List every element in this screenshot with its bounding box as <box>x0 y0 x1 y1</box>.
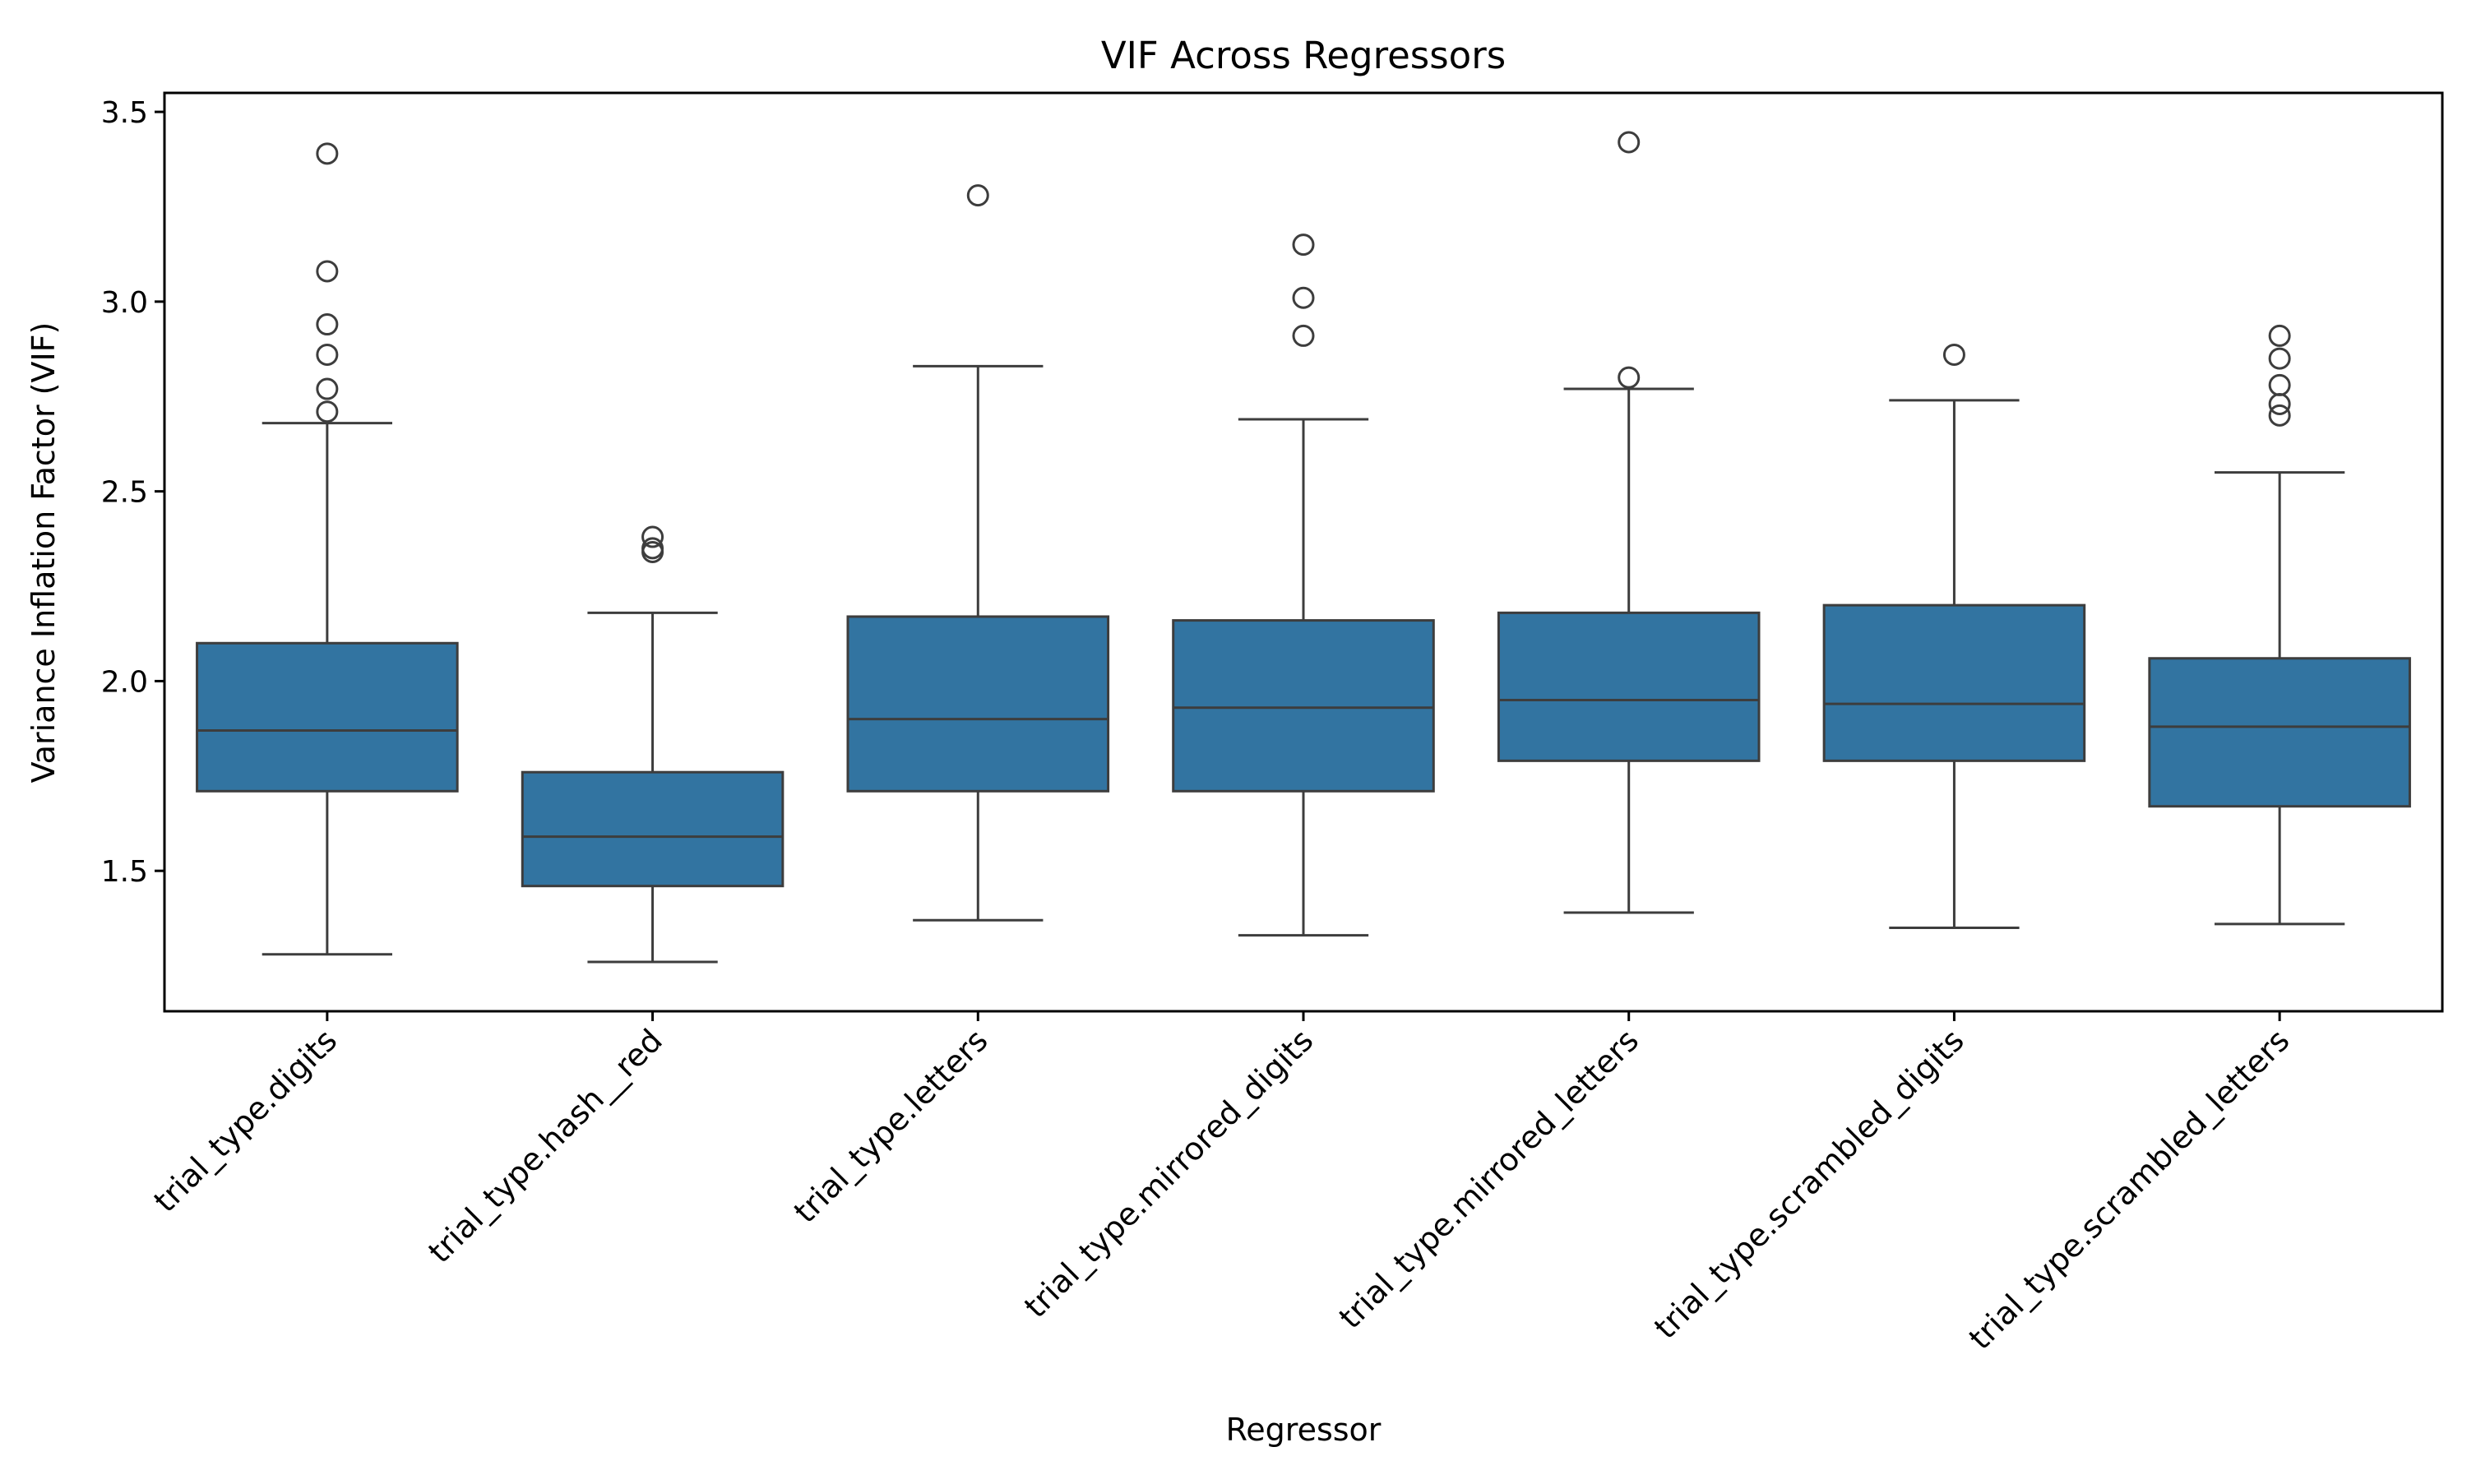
x-tick-label: trial_type.scrambled_digits <box>1647 1022 1971 1346</box>
outlier-point <box>316 400 339 423</box>
outlier-point <box>316 343 339 366</box>
outlier-point <box>966 184 989 207</box>
plot-area: 1.5 2.0 2.5 3.0 3.5 trial_type.digits trial_ty… <box>101 91 2444 1357</box>
box-iqr <box>1172 619 1435 793</box>
outlier-point <box>2268 347 2291 370</box>
box-iqr <box>2148 657 2411 808</box>
box-iqr <box>196 641 459 793</box>
outlier-point <box>2268 373 2291 396</box>
outlier-point <box>2268 324 2291 347</box>
x-tick-label: trial_type.digits <box>147 1022 345 1219</box>
y-tick-label: 2.5 <box>101 476 148 510</box>
chart-title: VIF Across Regressors <box>1101 34 1506 77</box>
box-iqr <box>846 615 1110 793</box>
outlier-point <box>1292 324 1315 347</box>
y-tick-label: 3.0 <box>101 286 148 320</box>
outlier-point <box>1618 131 1641 154</box>
x-tick-label: trial_type.mirrored_letters <box>1332 1022 1645 1335</box>
y-tick-label: 3.5 <box>101 96 148 130</box>
outlier-point <box>2268 404 2291 427</box>
outlier-point <box>316 377 339 400</box>
outlier-point <box>641 525 664 548</box>
outlier-point <box>316 260 339 283</box>
outlier-point <box>1942 343 1965 366</box>
y-tick-label: 2.0 <box>101 665 148 699</box>
outlier-point <box>1292 233 1315 257</box>
outlier-point <box>316 142 339 165</box>
x-tick-label: trial_type.mirrored_digits <box>1017 1022 1320 1325</box>
x-axis-label: Regressor <box>1226 1412 1382 1448</box>
x-tick-label: trial_type.hash__red <box>421 1022 669 1270</box>
x-tick-label: trial_type.letters <box>787 1022 995 1230</box>
box-iqr <box>521 770 785 888</box>
outlier-point <box>1618 366 1641 389</box>
outlier-point <box>316 313 339 336</box>
y-tick-label: 1.5 <box>101 855 148 889</box>
y-axis-label: Variance Inflation Factor (VIF) <box>25 322 62 784</box>
outlier-point <box>1292 286 1315 309</box>
box-iqr <box>1497 611 1761 762</box>
outlier-point <box>641 537 664 560</box>
x-tick-label: trial_type.scrambled_letters <box>1962 1022 2297 1357</box>
outlier-point <box>2268 392 2291 415</box>
box-iqr <box>1822 603 2086 762</box>
